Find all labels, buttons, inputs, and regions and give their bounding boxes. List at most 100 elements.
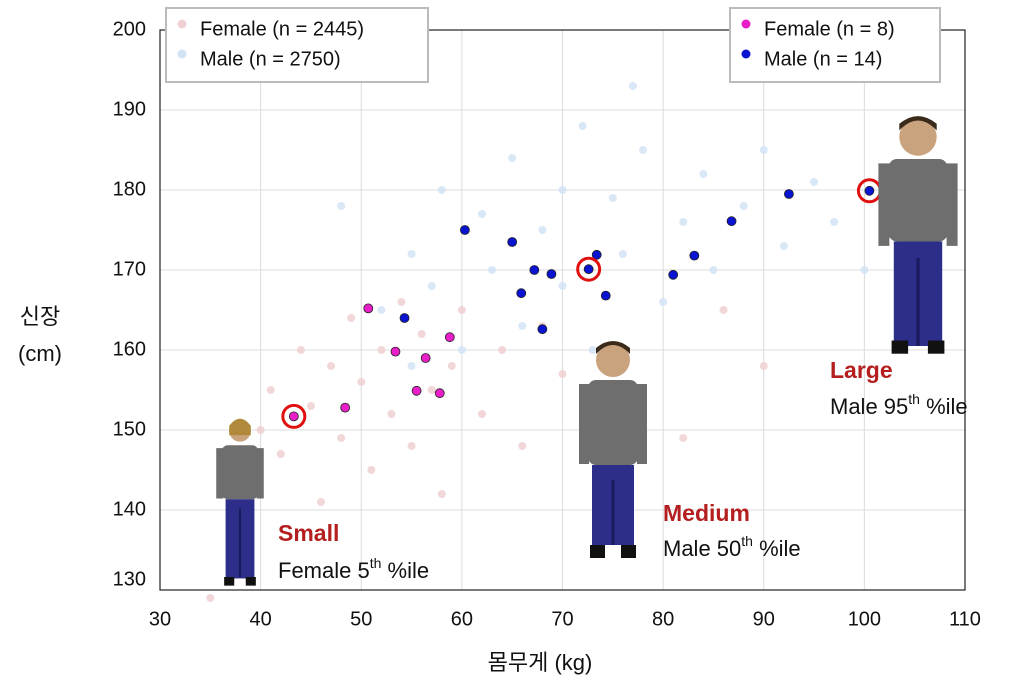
annotation-title: Medium xyxy=(663,500,750,526)
population-point xyxy=(357,378,365,386)
population-point xyxy=(327,362,335,370)
subject-point xyxy=(400,314,409,323)
population-point xyxy=(478,410,486,418)
population-point xyxy=(579,122,587,130)
population-point xyxy=(377,346,385,354)
subject-point xyxy=(530,266,539,275)
population-point xyxy=(408,442,416,450)
y-tick-label: 140 xyxy=(113,498,146,520)
x-tick-label: 100 xyxy=(848,608,881,630)
annotation-text: %ile xyxy=(920,394,968,419)
population-point xyxy=(428,386,436,394)
subject-point xyxy=(865,186,874,195)
population-point xyxy=(619,250,627,258)
subject-point xyxy=(391,347,400,356)
population-point xyxy=(780,242,788,250)
annotation-sup: th xyxy=(908,391,920,407)
subject-point xyxy=(601,291,610,300)
subject-point xyxy=(727,217,736,226)
population-point xyxy=(438,490,446,498)
x-tick-label: 70 xyxy=(551,608,573,630)
plot-background xyxy=(160,30,965,602)
legend-marker xyxy=(178,20,187,29)
population-point xyxy=(387,410,395,418)
subject-point xyxy=(690,251,699,260)
subject-point xyxy=(784,190,793,199)
y-tick-label: 190 xyxy=(113,98,146,120)
x-axis-label: 몸무게 (kg) xyxy=(488,650,593,675)
population-point xyxy=(337,434,345,442)
annotation-label: Male 50th %ile xyxy=(663,533,801,561)
population-point xyxy=(307,402,315,410)
subject-point xyxy=(435,389,444,398)
population-point xyxy=(408,250,416,258)
legend-marker xyxy=(178,50,187,59)
population-point xyxy=(428,282,436,290)
x-tick-label: 80 xyxy=(652,608,674,630)
x-tick-label: 40 xyxy=(250,608,272,630)
subject-point xyxy=(508,238,517,247)
population-point xyxy=(377,306,385,314)
population-point xyxy=(498,346,506,354)
population-point xyxy=(297,346,305,354)
population-point xyxy=(488,266,496,274)
population-point xyxy=(438,186,446,194)
legend-marker xyxy=(742,50,751,59)
population-point xyxy=(629,82,637,90)
annotation-sup: th xyxy=(370,555,382,571)
population-point xyxy=(720,306,728,314)
population-point xyxy=(508,154,516,162)
population-point xyxy=(810,178,818,186)
x-tick-label: 90 xyxy=(753,608,775,630)
annotation-title: Large xyxy=(830,357,893,383)
population-point xyxy=(267,386,275,394)
population-point xyxy=(699,170,707,178)
population-point xyxy=(559,282,567,290)
population-point xyxy=(206,594,214,602)
legend-label: Male (n = 14) xyxy=(764,48,882,70)
subject-point xyxy=(445,333,454,342)
annotation-label: Male 95th %ile xyxy=(830,391,968,419)
chart: 몸무게 (kg) 신장 (cm) 30405060708090100110130… xyxy=(0,0,1012,682)
population-point xyxy=(337,202,345,210)
annotation-text: %ile xyxy=(381,558,429,583)
y-tick-label: 160 xyxy=(113,338,146,360)
population-point xyxy=(317,498,325,506)
subject-point xyxy=(412,386,421,395)
population-point xyxy=(709,266,717,274)
annotation-title: Small xyxy=(278,520,339,546)
subject-point xyxy=(584,265,593,274)
legend-label: Female (n = 8) xyxy=(764,18,895,40)
annotation-text: Male 95 xyxy=(830,394,908,419)
population-point xyxy=(408,362,416,370)
population-point xyxy=(639,146,647,154)
population-point xyxy=(398,298,406,306)
subject-point xyxy=(547,270,556,279)
annotation-text: Male 50 xyxy=(663,536,741,561)
population-point xyxy=(347,314,355,322)
population-point xyxy=(760,146,768,154)
population-point xyxy=(418,330,426,338)
subject-point xyxy=(341,403,350,412)
legend-label: Male (n = 2750) xyxy=(200,48,341,70)
population-point xyxy=(609,194,617,202)
subject-point xyxy=(421,354,430,363)
y-tick-label: 150 xyxy=(113,418,146,440)
y-tick-label: 170 xyxy=(113,258,146,280)
population-point xyxy=(458,346,466,354)
y-axis-label: 신장 xyxy=(20,304,60,329)
population-point xyxy=(860,266,868,274)
subject-point xyxy=(364,304,373,313)
population-point xyxy=(679,434,687,442)
population-point xyxy=(448,362,456,370)
population-point xyxy=(589,346,597,354)
population-point xyxy=(518,322,526,330)
y-tick-label: 200 xyxy=(113,18,146,40)
legend-label: Female (n = 2445) xyxy=(200,18,364,40)
annotation-text: Female 5 xyxy=(278,558,370,583)
population-point xyxy=(458,306,466,314)
subject-point xyxy=(517,289,526,298)
population-point xyxy=(538,226,546,234)
subject-point xyxy=(289,412,298,421)
subject-point xyxy=(669,270,678,279)
